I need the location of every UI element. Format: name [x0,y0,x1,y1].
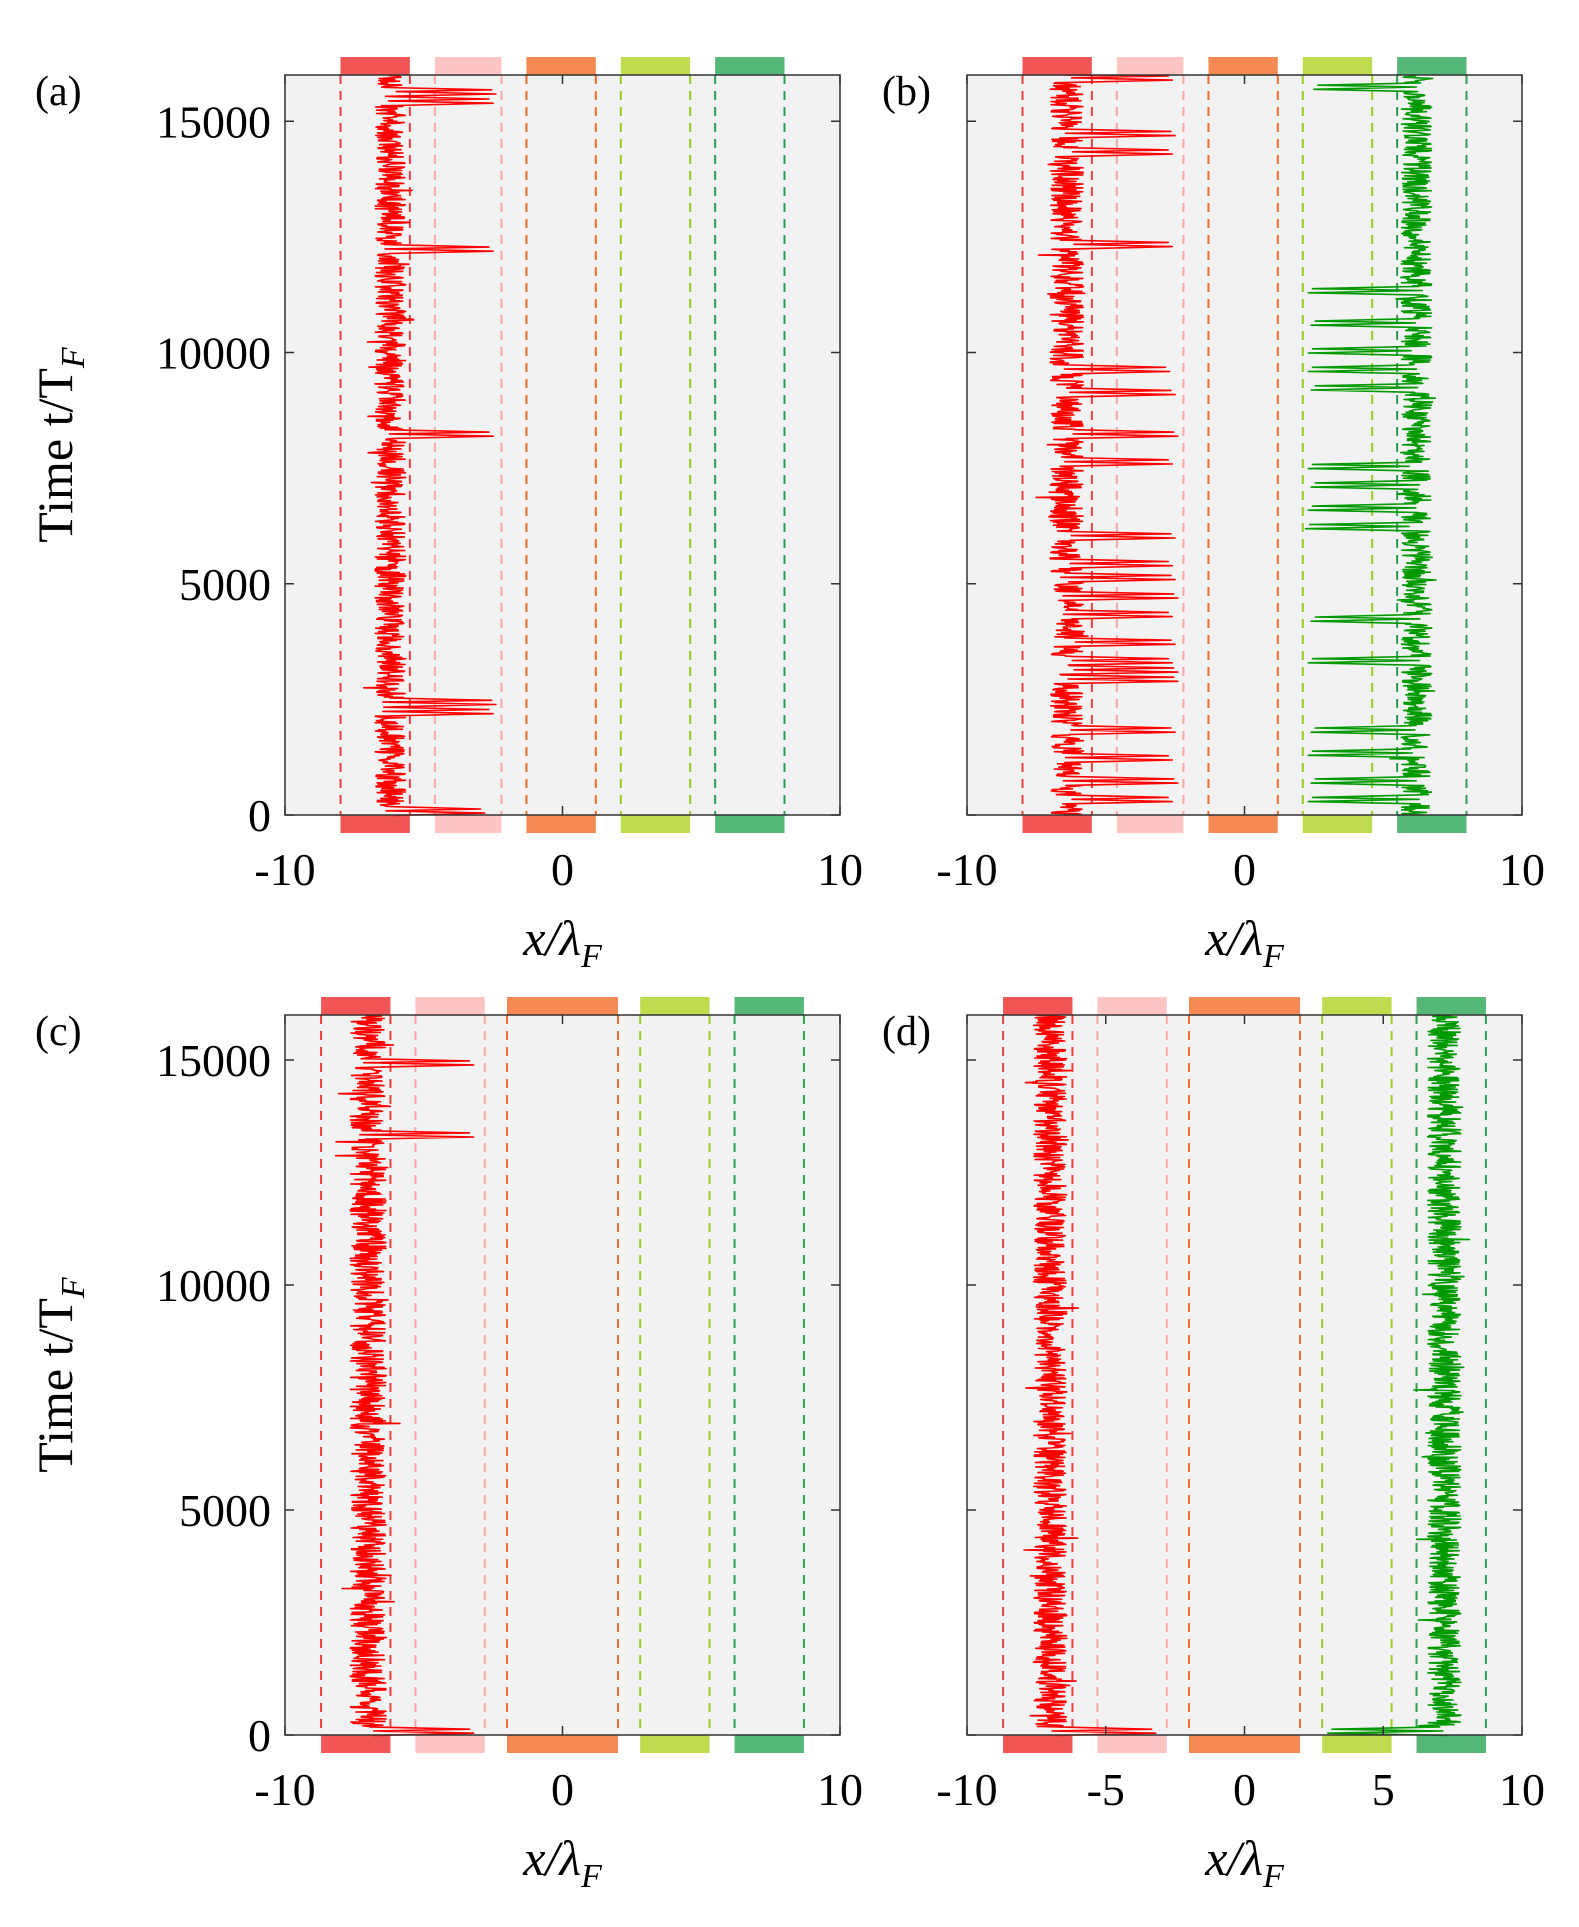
x-tick-label: 10 [1499,844,1545,895]
well-5-bar-bottom [1416,1735,1486,1753]
well-3-bar-bottom [507,1735,618,1753]
x-tick-label: -10 [254,1764,315,1815]
x-axis-label-main: x/λ [1204,910,1263,966]
panel-tag: (d) [882,1009,931,1055]
x-axis-label-main: x/λ [1204,1830,1263,1886]
well-1-bar-top [340,57,410,75]
y-tick-label: 5000 [179,1485,271,1536]
trajectory-green [1304,74,1437,816]
well-5-bar-bottom [715,815,785,833]
well-1-bar-top [321,997,391,1015]
x-tick-label: -5 [1087,1764,1125,1815]
trajectory-red [334,1014,475,1737]
x-axis-label-main: x/λ [522,910,581,966]
x-tick-label: 0 [551,844,574,895]
well-4-bar-top [1302,57,1373,75]
well-3-bar-bottom [526,815,596,833]
well-5-bar-bottom [734,1735,804,1753]
well-1-bar-bottom [1003,1735,1073,1753]
x-axis-label: x/λF [522,1830,603,1895]
well-3-bar-top [526,57,596,75]
x-tick-label: -10 [254,844,315,895]
well-2-bar-bottom [1116,815,1184,833]
x-tick-label: 10 [817,844,863,895]
x-tick-label: 0 [1233,1764,1256,1815]
well-5-bar-top [1416,997,1486,1015]
well-1-bar-top [1003,997,1073,1015]
y-tick-label: 5000 [179,559,271,610]
y-tick-label: 15000 [156,1035,271,1086]
well-2-bar-bottom [415,1735,485,1753]
y-axis-label: Time t/TF [27,346,92,543]
well-4-bar-bottom [1322,1735,1392,1753]
well-2-bar-top [1116,57,1184,75]
y-tick-label: 0 [248,790,271,841]
well-3-bar-top [1189,997,1300,1015]
well-4-bar-bottom [620,815,691,833]
well-1-bar-bottom [340,815,410,833]
x-axis-label-main: x/λ [522,1830,581,1886]
x-tick-label: 0 [551,1764,574,1815]
trajectory-red [1023,1014,1157,1737]
well-4-bar-top [1322,997,1392,1015]
x-axis-label: x/λF [1204,910,1285,975]
y-axis-label: Time t/TF [27,1276,92,1473]
trajectory-green [1327,1014,1471,1737]
well-3-bar-bottom [1208,815,1278,833]
y-axis-label-main: Time t/T [27,368,83,543]
x-axis-label: x/λF [522,910,603,975]
y-tick-label: 15000 [156,96,271,147]
x-axis-label-sub: F [580,1858,603,1895]
well-2-bar-bottom [1097,1735,1167,1753]
panel-tag: (b) [882,69,931,115]
panel-tag: (c) [35,1009,82,1055]
x-axis-label-sub: F [1262,1858,1285,1895]
x-tick-label: 10 [1499,1764,1545,1815]
x-tick-label: 0 [1233,844,1256,895]
x-axis-label-sub: F [580,938,603,975]
plot-area [285,75,840,815]
well-5-bar-top [1397,57,1467,75]
y-axis-label-sub: F [55,346,92,369]
trajectory-red [1035,74,1179,816]
well-3-bar-top [507,997,618,1015]
well-5-bar-bottom [1397,815,1467,833]
well-4-bar-bottom [1302,815,1373,833]
well-3-bar-bottom [1189,1735,1300,1753]
well-5-bar-top [715,57,785,75]
well-2-bar-top [434,57,502,75]
y-tick-label: 10000 [156,328,271,379]
panel-tag: (a) [35,69,82,115]
x-axis-label: x/λF [1204,1830,1285,1895]
x-axis-label-sub: F [1262,938,1285,975]
well-2-bar-top [1097,997,1167,1015]
well-5-bar-top [734,997,804,1015]
y-axis-label-main: Time t/T [27,1298,83,1473]
well-2-bar-bottom [434,815,502,833]
well-1-bar-bottom [321,1735,391,1753]
well-1-bar-top [1022,57,1092,75]
panel-d: -10 -5 0 5 10 x/λF (d) [882,997,1545,1895]
well-1-bar-bottom [1022,815,1092,833]
y-axis-label-sub: F [55,1276,92,1299]
well-4-bar-bottom [640,1735,710,1753]
y-tick-label: 0 [248,1710,271,1761]
well-3-bar-top [1208,57,1278,75]
x-tick-label: 5 [1372,1764,1395,1815]
well-4-bar-top [620,57,691,75]
well-4-bar-top [640,997,710,1015]
panel-b: -10 0 10 x/λF (b) [882,57,1545,975]
y-tick-label: 10000 [156,1260,271,1311]
x-tick-label: -10 [936,844,997,895]
well-2-bar-top [415,997,485,1015]
x-tick-label: 10 [817,1764,863,1815]
trajectory-red [362,74,497,817]
x-tick-label: -10 [936,1764,997,1815]
